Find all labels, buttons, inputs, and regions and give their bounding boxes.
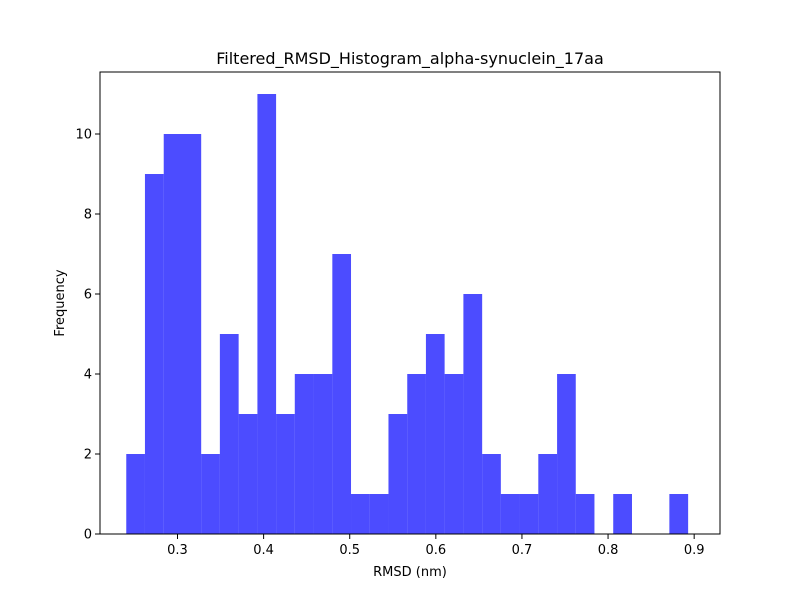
histogram-bar (351, 494, 370, 534)
histogram-bar (444, 374, 464, 534)
y-axis-ticks: 0 2 4 6 8 10 (75, 128, 100, 543)
histogram-bar (332, 254, 352, 534)
histogram-bar (126, 454, 145, 534)
y-tick-label: 6 (84, 288, 92, 303)
histogram-bar (219, 334, 239, 534)
histogram-bar (182, 134, 202, 534)
y-tick-label: 0 (84, 528, 92, 543)
histogram-bar (201, 454, 220, 534)
x-tick-label: 0.7 (512, 543, 533, 558)
histogram-bar (294, 374, 314, 534)
histogram-bar (575, 494, 595, 534)
x-tick-label: 0.9 (684, 543, 705, 558)
histogram-bar (463, 294, 483, 534)
histogram-bar (519, 494, 539, 534)
histogram-bar (425, 334, 445, 534)
x-tick-label: 0.5 (339, 543, 360, 558)
x-tick-label: 0.6 (425, 543, 446, 558)
histogram-bar (369, 494, 389, 534)
histogram-bar (500, 494, 520, 534)
y-tick-label: 10 (75, 128, 92, 143)
plot-frame (99, 71, 721, 535)
histogram-bar (163, 134, 183, 534)
histogram-bar (407, 374, 426, 534)
y-tick-label: 2 (84, 448, 92, 463)
chart-title: Filtered_RMSD_Histogram_alpha-synuclein_… (216, 49, 604, 69)
y-tick-label: 4 (84, 368, 92, 383)
x-axis-ticks: 0.3 0.4 0.5 0.6 0.7 0.8 0.9 (167, 534, 705, 558)
histogram-bar (613, 494, 632, 534)
histogram-bar (144, 174, 164, 534)
x-tick-label: 0.4 (253, 543, 274, 558)
histogram-bars (126, 94, 689, 534)
x-axis-label: RMSD (nm) (373, 565, 447, 580)
x-tick-label: 0.8 (598, 543, 619, 558)
y-axis-label: Frequency (53, 269, 68, 336)
histogram-bar (482, 454, 501, 534)
histogram-bar (669, 494, 689, 534)
histogram-bar (276, 414, 295, 534)
histogram-bar (313, 374, 333, 534)
histogram-bar (257, 94, 277, 534)
histogram-bar (557, 374, 576, 534)
x-tick-label: 0.3 (167, 543, 188, 558)
histogram-bar (388, 414, 408, 534)
y-tick-label: 8 (84, 208, 92, 223)
histogram-bar (238, 414, 258, 534)
histogram-bar (538, 454, 558, 534)
